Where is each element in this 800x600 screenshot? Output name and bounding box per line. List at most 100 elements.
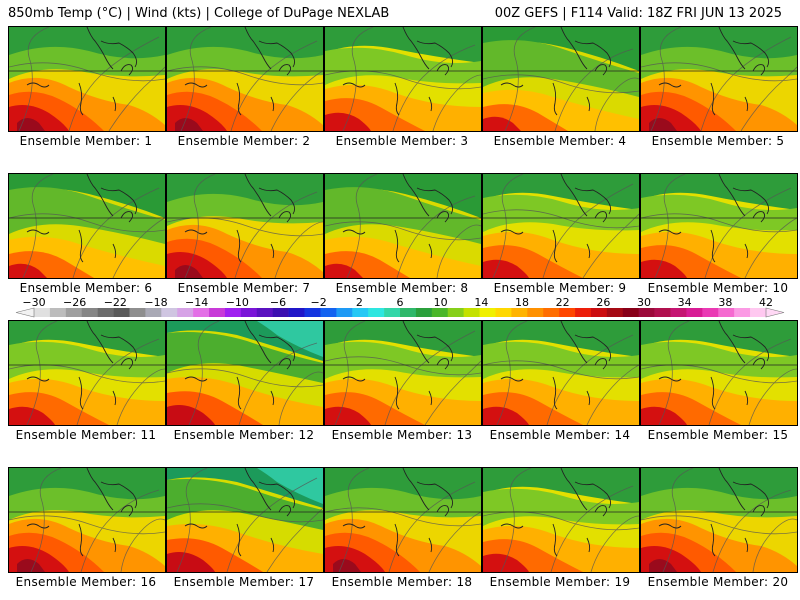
colorbar-swatch <box>622 308 639 317</box>
colorbar-swatch <box>240 308 258 317</box>
colorbar-swatch <box>384 308 401 317</box>
lake-outlines <box>342 174 454 263</box>
colorbar-swatch <box>575 308 592 317</box>
colorbar-tick-label: −30 <box>22 296 45 309</box>
height-contours <box>483 321 639 425</box>
member-label: Ensemble Member: 18 <box>331 575 473 589</box>
colorbar-swatch <box>654 308 671 317</box>
height-contours <box>167 321 323 425</box>
temperature-field <box>483 468 639 572</box>
temperature-field <box>325 321 481 425</box>
colorbar-tick-label: 38 <box>718 296 732 309</box>
colorbar-swatch <box>702 308 719 317</box>
colorbar-swatch <box>304 308 321 317</box>
colorbar-swatch <box>686 308 703 317</box>
colorbar-swatch <box>670 308 687 317</box>
ensemble-member-map <box>482 467 640 573</box>
height-contours <box>167 468 323 572</box>
colorbar-swatch <box>606 308 624 317</box>
ensemble-member-map <box>640 320 798 426</box>
temperature-field <box>167 321 323 425</box>
colorbar-swatch <box>368 308 385 317</box>
height-contours <box>9 468 165 572</box>
colorbar-swatch <box>590 308 608 317</box>
colorbar-swatch <box>734 308 751 317</box>
ensemble-member-map <box>482 173 640 279</box>
ensemble-member-map <box>324 467 482 573</box>
lake-outlines <box>26 27 138 116</box>
lake-outlines <box>342 27 454 116</box>
member-label: Ensemble Member: 7 <box>177 281 311 295</box>
colorbar-tick-label: −22 <box>104 296 127 309</box>
member-label: Ensemble Member: 2 <box>177 134 311 148</box>
colorbar-swatch <box>161 308 178 317</box>
colorbar-swatch <box>718 308 735 317</box>
temperature-field <box>167 27 323 131</box>
temperature-field <box>325 27 481 131</box>
member-label: Ensemble Member: 10 <box>647 281 789 295</box>
ensemble-member-map <box>8 467 166 573</box>
member-label: Ensemble Member: 6 <box>19 281 153 295</box>
colorbar-tick-label: 30 <box>637 296 651 309</box>
colorbar-swatch <box>129 308 146 317</box>
lake-outlines <box>658 321 770 410</box>
colorbar-tick-label: −14 <box>185 296 208 309</box>
ensemble-member-map <box>640 26 798 132</box>
member-label: Ensemble Member: 3 <box>335 134 469 148</box>
ensemble-member-map <box>482 26 640 132</box>
chart-title: 850mb Temp (°C) | Wind (kts) | College o… <box>8 6 390 21</box>
colorbar-tick-label: −26 <box>63 296 86 309</box>
colorbar-max-arrow <box>765 307 785 318</box>
height-contours <box>9 174 165 278</box>
ensemble-member-map <box>324 320 482 426</box>
temperature-field <box>167 468 323 572</box>
colorbar-min-arrow <box>15 307 35 318</box>
colorbar-swatch <box>495 308 512 317</box>
temperature-field <box>9 321 165 425</box>
colorbar-swatch <box>177 308 194 317</box>
colorbar-tick-label: 42 <box>759 296 773 309</box>
temperature-field <box>641 321 797 425</box>
lake-outlines <box>500 27 612 116</box>
colorbar-tick-label: −18 <box>144 296 167 309</box>
member-label: Ensemble Member: 9 <box>493 281 627 295</box>
colorbar-tick-label: 34 <box>678 296 692 309</box>
colorbar-swatch <box>400 308 417 317</box>
colorbar-tick-label: 6 <box>397 296 404 309</box>
colorbar-swatch <box>288 308 305 317</box>
lake-outlines <box>500 174 612 263</box>
colorbar-tick-label: −6 <box>270 296 286 309</box>
colorbar-tick-label: 2 <box>356 296 363 309</box>
temperature-field <box>641 27 797 131</box>
ensemble-member-map <box>640 173 798 279</box>
lake-outlines <box>26 321 138 410</box>
temperature-field <box>9 468 165 572</box>
colorbar-swatch <box>431 308 449 317</box>
ensemble-member-map <box>166 320 324 426</box>
height-contours <box>9 27 165 131</box>
lake-outlines <box>342 321 454 410</box>
ensemble-member-map <box>166 467 324 573</box>
colorbar-tick-label: 10 <box>434 296 448 309</box>
colorbar-swatch <box>320 308 337 317</box>
lake-outlines <box>26 174 138 263</box>
ensemble-member-map <box>166 173 324 279</box>
height-contours <box>325 174 481 278</box>
ensemble-member-map <box>482 320 640 426</box>
member-label: Ensemble Member: 13 <box>331 428 473 442</box>
height-contours <box>641 468 797 572</box>
height-contours <box>325 468 481 572</box>
lake-outlines <box>500 468 612 557</box>
colorbar-swatch <box>272 308 289 317</box>
member-label: Ensemble Member: 5 <box>651 134 785 148</box>
ensemble-member-map <box>8 173 166 279</box>
ensemble-member-map <box>8 26 166 132</box>
colorbar-tick-label: 22 <box>556 296 570 309</box>
temperature-field <box>325 468 481 572</box>
height-contours <box>167 27 323 131</box>
colorbar-swatch <box>34 308 51 317</box>
height-contours <box>325 321 481 425</box>
lake-outlines <box>658 468 770 557</box>
lake-outlines <box>184 27 296 116</box>
member-label: Ensemble Member: 15 <box>647 428 789 442</box>
